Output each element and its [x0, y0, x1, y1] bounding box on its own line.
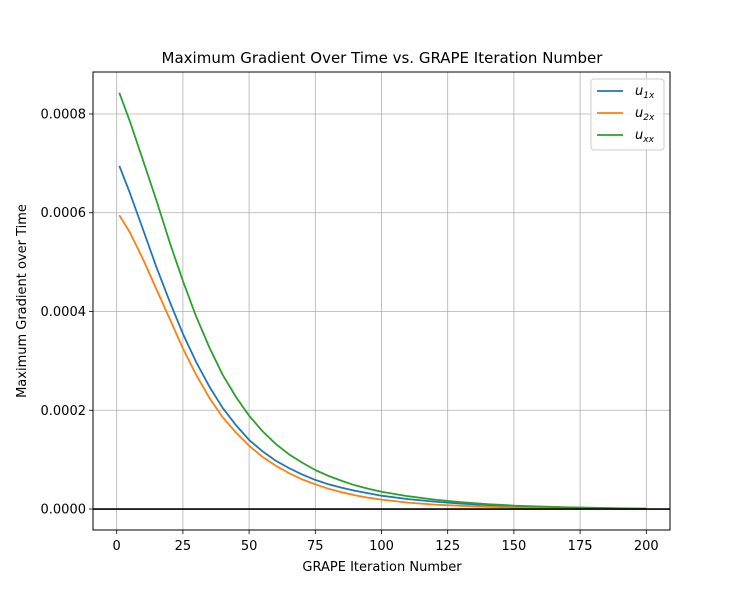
- series-line-2x: [118, 214, 647, 510]
- x-tick-label: 200: [634, 539, 659, 554]
- x-tick-label: 100: [369, 539, 394, 554]
- y-tick-label: 0.0006: [41, 206, 87, 221]
- series-layer: [118, 92, 647, 510]
- chart-title: Maximum Gradient Over Time vs. GRAPE Ite…: [162, 49, 604, 67]
- x-tick-label: 25: [175, 539, 192, 554]
- x-tick-label: 150: [501, 539, 526, 554]
- y-axis-label: Maximum Gradient over Time: [15, 204, 30, 398]
- legend-subscript-1x: 1x: [643, 91, 655, 101]
- legend-subscript-2x: 2x: [643, 113, 655, 123]
- tick-layer: 0 25 50 75 100 125 150 175 200 0.0000 0.0002 0.0004…: [41, 107, 659, 554]
- x-tick-label: 175: [568, 539, 593, 554]
- x-axis-label: GRAPE Iteration Number: [302, 560, 462, 575]
- legend-subscript-xx: xx: [642, 135, 654, 145]
- x-tick-label: 125: [435, 539, 460, 554]
- y-tick-label: 0.0000: [41, 503, 87, 518]
- y-tick-label: 0.0008: [41, 107, 87, 122]
- y-tick-label: 0.0002: [41, 404, 87, 419]
- x-tick-label: 0: [113, 539, 121, 554]
- series-line-xx: [118, 92, 647, 510]
- x-tick-label: 75: [307, 539, 324, 554]
- x-tick-label: 50: [241, 539, 258, 554]
- legend-box: [590, 78, 665, 151]
- y-tick-label: 0.0004: [41, 305, 87, 320]
